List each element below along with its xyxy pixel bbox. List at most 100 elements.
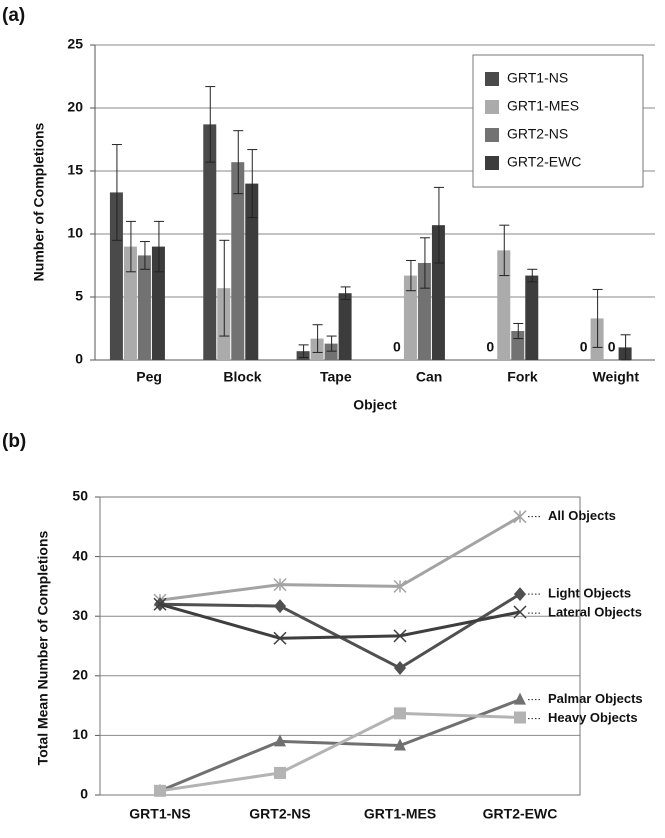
error-bar [219,239,230,337]
error-bar [233,130,244,195]
series-line [159,515,521,602]
x-tick-label: Tape [320,369,352,385]
x-tick-label: GRT1-NS [129,806,190,822]
bar [231,162,245,360]
error-bar [527,268,538,283]
bar [431,225,445,360]
y-tick-label: 0 [75,351,83,367]
marker [513,510,527,524]
marker [514,692,526,705]
marker [153,597,167,611]
marker [393,629,407,643]
error-bar [326,335,337,352]
legend-swatch [485,72,499,86]
y-tick-label: 10 [67,225,83,241]
error-bar [139,241,150,270]
series-line [159,602,521,640]
series-label: Heavy Objects [548,710,638,725]
error-bar [125,220,136,273]
marker [154,784,166,797]
error-bar [111,144,122,241]
bar [324,343,338,360]
bar [525,275,539,360]
legend-label: GRT1-MES [507,98,579,114]
marker [274,766,286,779]
legend-box [472,54,644,188]
y-tick-label: 50 [72,488,88,504]
y-tick-label: 20 [67,99,83,115]
bar [137,255,151,360]
marker-square [274,766,286,779]
error-bar [592,288,603,348]
y-tick-label: 25 [67,36,83,52]
x-tick-label: GRT2-NS [249,806,310,822]
error-bar [419,237,430,289]
legend-swatch [485,156,499,170]
y-tick-label: 0 [80,786,88,802]
marker [394,707,406,720]
bar [417,262,431,360]
error-bar [298,344,309,358]
y-tick-label: 5 [75,288,83,304]
error-bar [247,149,258,219]
marker-diamond [274,599,286,614]
legend-label: GRT1-NS [507,70,568,86]
y-tick-label: 30 [72,607,88,623]
series-label: Light Objects [548,586,631,601]
marker [394,738,406,751]
marker-diamond [394,661,406,676]
marker-stroke [273,631,287,645]
plot-frame [99,496,581,796]
x-tick-label: Block [223,369,261,385]
error-bar [513,322,524,340]
y-tick-label: 20 [72,667,88,683]
x-tick-label: Peg [136,369,162,385]
legend-swatch [485,128,499,142]
marker [273,631,287,645]
marker [274,734,286,747]
x-tick-label: GRT2-EWC [483,806,558,822]
legend-label: GRT2-EWC [507,154,581,170]
marker-square [394,707,406,720]
y-axis-label: Total Mean Number of Completions [35,530,51,765]
x-axis-label: Object [353,397,397,413]
error-bar [620,334,631,361]
bar [403,275,417,360]
series-line [159,698,521,793]
bar [338,293,352,360]
y-axis-label: Number of Completions [31,122,47,281]
marker-stroke [153,597,167,611]
bar [245,183,259,360]
series-label: Palmar Objects [548,691,643,706]
y-tick-label: 15 [67,162,83,178]
marker-square [154,784,166,797]
x-tick-label: Weight [593,369,640,385]
error-bar [499,224,510,277]
legend-swatch [485,100,499,114]
x-tick-label: Fork [507,369,538,385]
marker [273,578,287,592]
y-tick-label: 10 [72,726,88,742]
zero-label: 0 [486,339,494,355]
x-tick-label: Can [416,369,442,385]
marker-diamond [514,587,526,602]
zero-label: 0 [580,339,588,355]
marker [394,661,406,676]
bar [123,246,137,360]
marker-triangle [514,692,526,705]
zero-label: 0 [393,339,401,355]
marker-stroke [513,605,527,619]
panel-label: (a) [2,5,25,26]
error-bar [405,259,416,292]
marker-triangle [274,734,286,747]
bar [203,124,217,360]
marker-square [514,711,526,724]
series-line [159,711,521,793]
series-line [159,592,521,670]
marker [513,605,527,619]
bar [497,250,511,360]
error-bar [340,286,351,301]
series-label: Lateral Objects [548,605,642,620]
error-bar [153,220,164,273]
